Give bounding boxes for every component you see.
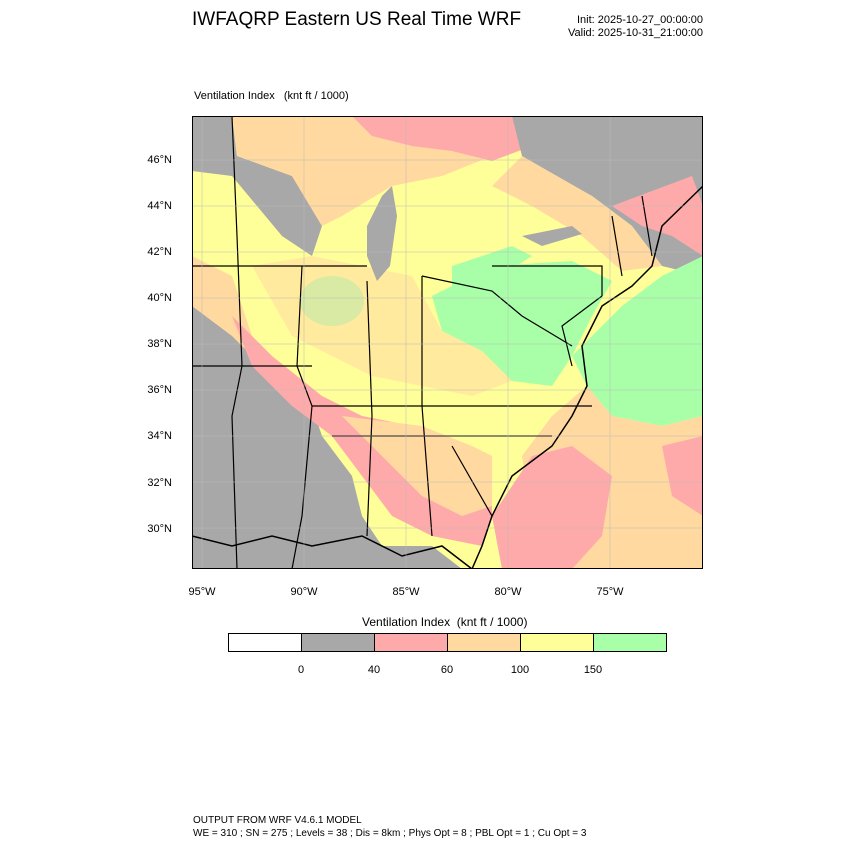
colorbar-tick-100: 100 xyxy=(510,664,530,676)
atlantic-coastline xyxy=(471,185,704,570)
region-gray-northeast xyxy=(512,116,703,276)
ventilation-index-map xyxy=(191,115,704,570)
colorbar-tick-150: 150 xyxy=(583,664,603,676)
init-time: Init: 2025-10-27_00:00:00 xyxy=(577,14,703,26)
region-pink-north xyxy=(352,116,532,161)
colorbar-swatch-100-150 xyxy=(521,634,594,651)
colorbar-swatch-0-40 xyxy=(302,634,375,651)
lon-label-85w: 85°W xyxy=(392,586,420,598)
variable-label: Ventilation Index (knt ft / 1000) xyxy=(194,90,349,102)
colorbar-swatch-60-100 xyxy=(448,634,521,651)
lon-label-95w: 95°W xyxy=(188,586,216,598)
lat-label-32n: 32°N xyxy=(147,477,172,489)
colorbar-swatch-above-150 xyxy=(594,634,666,651)
gulf-coastline xyxy=(191,535,473,570)
region-peach-midwest xyxy=(252,256,512,396)
colorbar-title: Ventilation Index (knt ft / 1000) xyxy=(362,615,528,629)
map-frame xyxy=(192,116,703,569)
region-pink-ocean-east xyxy=(662,436,703,516)
lat-label-38n: 38°N xyxy=(147,338,172,350)
lake-michigan xyxy=(367,186,397,281)
colorbar-tick-0: 0 xyxy=(297,664,305,676)
lon-label-90w: 90°W xyxy=(290,586,318,598)
state-boundaries xyxy=(192,115,653,570)
lon-label-80w: 80°W xyxy=(494,586,522,598)
lat-label-44n: 44°N xyxy=(147,200,172,212)
lat-label-40n: 40°N xyxy=(147,292,172,304)
lat-label-36n: 36°N xyxy=(147,384,172,396)
lat-label-42n: 42°N xyxy=(147,246,172,258)
colorbar xyxy=(228,633,667,652)
lat-label-34n: 34°N xyxy=(147,430,172,442)
model-info-line1: OUTPUT FROM WRF V4.6.1 MODEL xyxy=(193,815,362,826)
lake-ontario xyxy=(522,226,582,246)
region-pink-ocean xyxy=(492,446,612,569)
colorbar-tick-40: 40 xyxy=(367,664,381,676)
region-peach-south xyxy=(342,416,492,516)
colorbar-swatch-below-0 xyxy=(229,634,302,651)
region-pink-northeast xyxy=(612,176,703,256)
region-green-ocean xyxy=(572,256,703,426)
plot-title: IWFAQRP Eastern US Real Time WRF xyxy=(192,9,522,30)
lat-label-30n: 30°N xyxy=(147,523,172,535)
region-gray-northwest xyxy=(192,116,322,256)
graticule xyxy=(192,116,703,569)
colorbar-tick-60: 60 xyxy=(440,664,454,676)
model-info-line2: WE = 310 ; SN = 275 ; Levels = 38 ; Dis … xyxy=(193,828,587,839)
region-green-midatlantic xyxy=(432,261,612,386)
lon-label-75w: 75°W xyxy=(596,586,624,598)
region-peach-northeast xyxy=(492,156,662,271)
map-panel xyxy=(191,115,704,570)
lat-label-46n: 46°N xyxy=(147,154,172,166)
colorbar-swatch-40-60 xyxy=(375,634,448,651)
valid-time: Valid: 2025-10-31_21:00:00 xyxy=(568,27,703,39)
